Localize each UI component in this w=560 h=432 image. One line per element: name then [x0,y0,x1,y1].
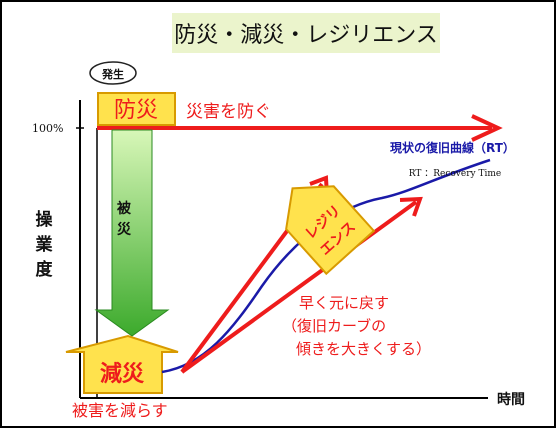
damage-label-char-1: 被 [117,200,132,217]
prevention-box [97,92,176,126]
rt-note: RT ：Recovery Time [409,169,501,179]
damage-label-char-2: 災 [117,222,132,238]
y-axis-label-char-2: 業 [36,234,53,255]
improve-line-2: （復旧カーブの [282,317,386,335]
current-curve-label: 現状の復旧曲線（RT） [390,140,515,155]
mitigation-label: 減災 [100,362,145,387]
damage-arrow [94,129,170,337]
prevention-label: 防災 [114,98,158,123]
percent-100-label: 100% [32,122,63,135]
occurrence-oval [89,61,137,85]
y-axis-label-char-1: 操 [36,209,53,230]
mitigation-description: 被害を減らす [72,401,168,420]
x-axis-label: 時間 [497,391,525,408]
y-axis-label-char-3: 度 [36,259,54,280]
improved-recovery-arrowhead-2 [399,196,423,217]
title-box [172,13,440,53]
occurrence-label: 発生 [101,67,124,81]
diagram-title: 防災・減災・レジリエンス [174,23,438,48]
resilience-shape [285,185,376,276]
mitigation-shape [65,334,179,394]
prevention-level-arrowhead [471,114,503,142]
improve-line-3: 傾きを大きくする） [296,340,431,358]
prevention-description: 災害を防ぐ [186,102,271,122]
improve-line-1: 早く元に戻す [299,294,389,312]
improved-recovery-arrow-2 [180,200,418,374]
